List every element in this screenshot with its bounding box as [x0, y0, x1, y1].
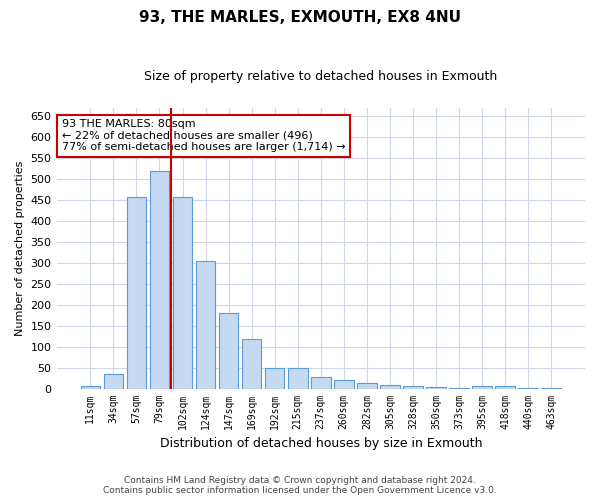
Bar: [357, 383, 377, 388]
Bar: [242, 339, 262, 388]
Bar: [334, 380, 353, 388]
Y-axis label: Number of detached properties: Number of detached properties: [15, 160, 25, 336]
Title: Size of property relative to detached houses in Exmouth: Size of property relative to detached ho…: [144, 70, 497, 83]
Bar: [403, 386, 423, 388]
Text: 93 THE MARLES: 80sqm
← 22% of detached houses are smaller (496)
77% of semi-deta: 93 THE MARLES: 80sqm ← 22% of detached h…: [62, 119, 346, 152]
X-axis label: Distribution of detached houses by size in Exmouth: Distribution of detached houses by size …: [160, 437, 482, 450]
Bar: [265, 368, 284, 388]
Text: 93, THE MARLES, EXMOUTH, EX8 4NU: 93, THE MARLES, EXMOUTH, EX8 4NU: [139, 10, 461, 25]
Bar: [127, 197, 146, 388]
Bar: [196, 260, 215, 388]
Bar: [149, 170, 169, 388]
Bar: [173, 197, 193, 388]
Bar: [311, 377, 331, 388]
Bar: [80, 386, 100, 388]
Bar: [472, 386, 492, 388]
Bar: [104, 374, 123, 388]
Bar: [496, 386, 515, 388]
Text: Contains HM Land Registry data © Crown copyright and database right 2024.
Contai: Contains HM Land Registry data © Crown c…: [103, 476, 497, 495]
Bar: [380, 385, 400, 388]
Bar: [288, 368, 308, 388]
Bar: [219, 313, 238, 388]
